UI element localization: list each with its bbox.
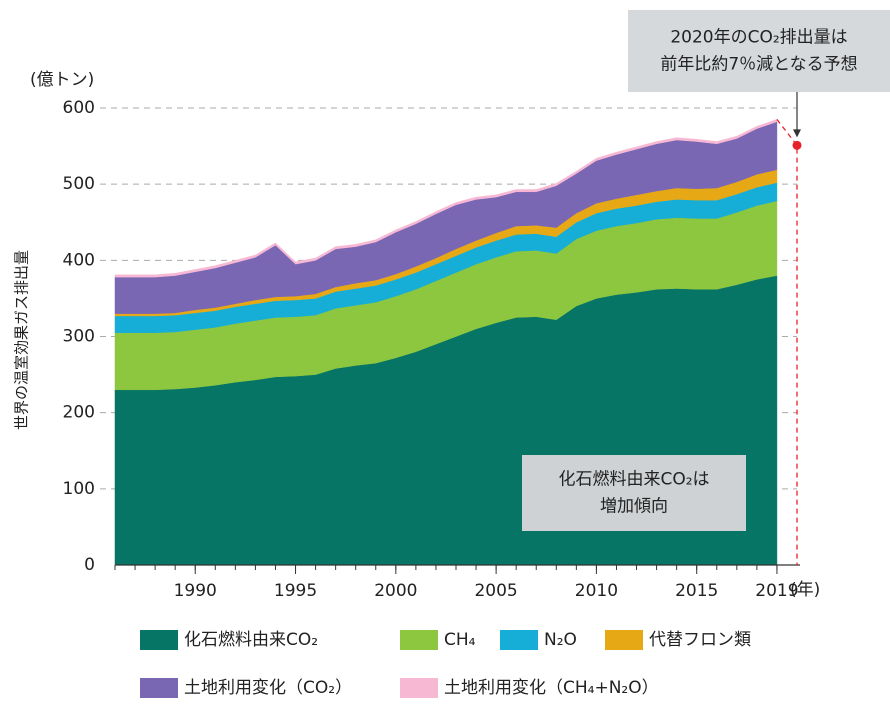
y-tick-label: 500 <box>63 174 95 194</box>
legend-label: 土地利用変化（CO₂） <box>184 678 352 698</box>
y-axis-label: 世界の温室効果ガス排出量 <box>13 250 31 430</box>
forecast-line <box>776 119 798 565</box>
legend-label: 化石燃料由来CO₂ <box>184 630 318 650</box>
area <box>114 119 778 278</box>
forecast-point <box>792 140 802 150</box>
annotation-text: 前年比約7％減となる予想 <box>660 55 857 75</box>
legend-swatch <box>140 678 178 698</box>
x-tick-label: 1995 <box>274 581 317 601</box>
legend-label: CH₄ <box>444 630 476 650</box>
x-tick-label: 1990 <box>174 581 217 601</box>
y-tick-label: 600 <box>63 98 95 118</box>
annotation-text: 増加傾向 <box>600 497 668 517</box>
x-tick-label: 2019 <box>755 581 798 601</box>
legend-label: N₂O <box>544 630 577 650</box>
x-tick-label: 2010 <box>575 581 618 601</box>
annotation-text: 2020年のCO₂排出量は <box>670 28 847 48</box>
x-unit: (年) <box>790 580 820 600</box>
legend-swatch <box>400 678 438 698</box>
y-tick-label: 100 <box>63 479 95 499</box>
annotation-text: 化石燃料由来CO₂は <box>558 470 709 490</box>
y-tick-label: 300 <box>63 327 95 347</box>
legend-swatch <box>400 630 438 650</box>
legend-label: 土地利用変化（CH₄+N₂O） <box>444 678 659 698</box>
x-tick-label: 2015 <box>675 581 718 601</box>
x-tick-label: 2000 <box>374 581 417 601</box>
annotation-arrowhead <box>793 129 801 138</box>
legend-swatch <box>140 630 178 650</box>
y-tick-label: 0 <box>84 555 95 575</box>
y-tick-label: 400 <box>63 250 95 270</box>
legend-label: 代替フロン類 <box>649 630 751 650</box>
annotation-box <box>522 455 746 531</box>
legend-swatch <box>500 630 538 650</box>
legend-swatch <box>605 630 643 650</box>
y-unit: (億トン) <box>30 70 94 90</box>
x-tick-label: 2005 <box>474 581 517 601</box>
y-tick-label: 200 <box>63 403 95 423</box>
annotation-box <box>628 10 890 92</box>
